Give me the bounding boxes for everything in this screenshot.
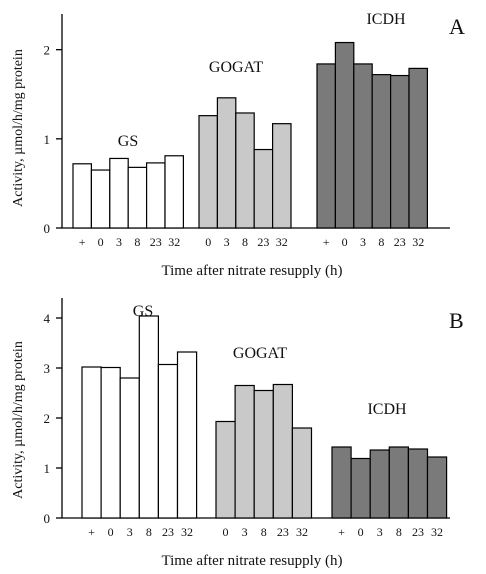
- bar-b-gs-23: [157, 363, 179, 519]
- bar-b-icdh--: [331, 446, 352, 519]
- bar-b-gogat-23: [272, 383, 293, 519]
- panel-letter-a: A: [449, 14, 465, 39]
- bar-a-gogat-3: [216, 97, 237, 229]
- y-tick-label-b-2: 2: [44, 411, 51, 426]
- bar-b-icdh-32: [426, 456, 448, 519]
- x-tick-label-b-icdh-23: 23: [412, 525, 424, 539]
- x-tick-label-a-icdh--: +: [323, 235, 330, 249]
- bar-a-gs-0: [90, 169, 111, 229]
- bar-a-icdh-0: [334, 41, 355, 229]
- x-tick-label-b-gs-0: 0: [108, 525, 114, 539]
- x-tick-label-b-icdh-8: 8: [396, 525, 402, 539]
- x-tick-label-b-icdh-0: 0: [358, 525, 364, 539]
- bar-a-icdh-8: [371, 74, 392, 229]
- panel-a: A Activity, µmol/h/mg protein Time after…: [11, 11, 465, 279]
- x-tick-label-a-gogat-0: 0: [205, 235, 211, 249]
- x-tick-label-a-gs-3: 3: [116, 235, 122, 249]
- bar-a-icdh-32: [408, 67, 428, 229]
- series-label-b-gs: GS: [133, 303, 153, 320]
- y-tick-label-a-0: 0: [44, 221, 51, 236]
- x-tick-label-b-gogat-3: 3: [242, 525, 248, 539]
- x-tick-label-b-icdh-32: 32: [431, 525, 443, 539]
- bar-a-gs--: [72, 163, 92, 229]
- bar-b-icdh-3: [369, 449, 390, 519]
- panel-letter-b: B: [449, 308, 464, 333]
- y-tick-label-b-1: 1: [44, 461, 51, 476]
- x-tick-label-a-gs-0: 0: [98, 235, 104, 249]
- bar-b-gs-3: [119, 377, 140, 519]
- bar-b-gs--: [81, 366, 102, 519]
- x-tick-label-a-gogat-23: 23: [257, 235, 269, 249]
- y-tick-label-b-4: 4: [44, 311, 51, 326]
- series-label-a-icdh: ICDH: [366, 11, 406, 28]
- y-tick-label-a-2: 2: [44, 43, 51, 58]
- x-axis-label-a: Time after nitrate resupply (h): [161, 263, 342, 279]
- series-label-b-gogat: GOGAT: [233, 345, 287, 362]
- x-tick-label-b-gogat-8: 8: [261, 525, 267, 539]
- x-tick-label-b-gs--: +: [88, 525, 95, 539]
- series-label-a-gogat: GOGAT: [209, 59, 263, 76]
- bar-a-gogat-0: [198, 115, 218, 229]
- x-tick-label-b-gs-8: 8: [146, 525, 152, 539]
- bar-a-gogat-23: [253, 148, 274, 229]
- y-axis-label-b: Activity, µmol/h/mg protein: [11, 341, 26, 499]
- x-tick-label-a-gogat-8: 8: [242, 235, 248, 249]
- bar-b-gs-0: [100, 366, 121, 519]
- bar-a-gs-8: [127, 166, 148, 229]
- x-tick-label-b-gogat-23: 23: [277, 525, 289, 539]
- x-tick-label-b-gs-3: 3: [127, 525, 133, 539]
- x-tick-label-a-icdh-3: 3: [360, 235, 366, 249]
- x-tick-label-b-icdh--: +: [338, 525, 345, 539]
- y-tick-label-b-3: 3: [44, 361, 51, 376]
- x-tick-label-a-icdh-32: 32: [412, 235, 424, 249]
- x-tick-label-a-gs-32: 32: [168, 235, 180, 249]
- x-tick-label-a-icdh-23: 23: [394, 235, 406, 249]
- x-axis-label-b: Time after nitrate resupply (h): [161, 553, 342, 569]
- x-tick-label-a-gs-23: 23: [150, 235, 162, 249]
- bar-a-icdh--: [316, 63, 336, 229]
- series-label-a-gs: GS: [118, 133, 138, 150]
- bar-b-gogat-8: [253, 389, 274, 519]
- bar-b-gs-32: [176, 351, 198, 519]
- series-label-b-icdh: ICDH: [367, 401, 407, 418]
- bar-a-icdh-3: [353, 63, 373, 229]
- x-tick-label-b-icdh-3: 3: [377, 525, 383, 539]
- y-tick-label-a-1: 1: [44, 132, 51, 147]
- x-tick-label-a-gogat-32: 32: [276, 235, 288, 249]
- x-tick-label-a-icdh-0: 0: [342, 235, 348, 249]
- x-tick-label-b-gogat-32: 32: [296, 525, 308, 539]
- x-tick-label-a-gs-8: 8: [134, 235, 140, 249]
- x-tick-label-b-gogat-0: 0: [223, 525, 229, 539]
- bar-a-gogat-8: [235, 112, 255, 229]
- bar-a-icdh-23: [390, 74, 410, 229]
- bar-a-gs-23: [146, 162, 166, 229]
- y-tick-label-b-0: 0: [44, 511, 51, 526]
- bar-a-gs-32: [164, 155, 184, 229]
- panel-b: B Activity, µmol/h/mg protein Time after…: [11, 298, 464, 569]
- bar-b-gs-8: [138, 315, 160, 519]
- bar-b-gogat-32: [291, 427, 313, 519]
- bar-b-icdh-0: [350, 457, 371, 519]
- bar-a-gs-3: [109, 157, 129, 229]
- bar-b-gogat-0: [215, 420, 236, 519]
- bar-b-gogat-3: [234, 384, 255, 519]
- x-tick-label-a-gs--: +: [79, 235, 86, 249]
- x-tick-label-b-gs-23: 23: [162, 525, 174, 539]
- y-axis-label-a: Activity, µmol/h/mg protein: [11, 49, 26, 207]
- bar-b-icdh-8: [388, 446, 409, 519]
- x-tick-label-a-icdh-8: 8: [378, 235, 384, 249]
- bar-b-icdh-23: [407, 448, 429, 519]
- bar-a-gogat-32: [272, 123, 292, 229]
- x-tick-label-a-gogat-3: 3: [224, 235, 230, 249]
- x-tick-label-b-gs-32: 32: [181, 525, 193, 539]
